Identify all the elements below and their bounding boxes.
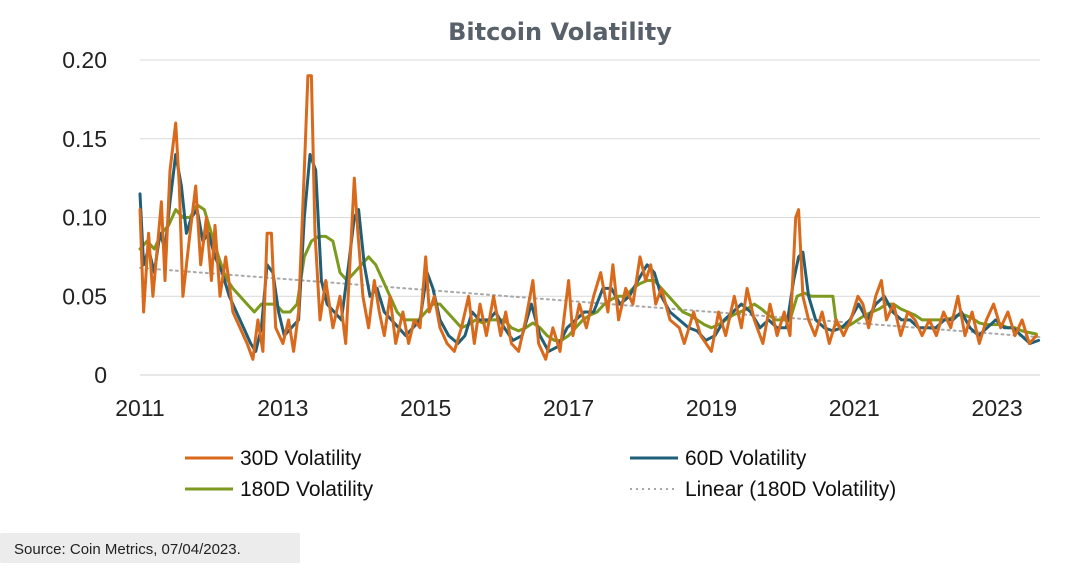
y-tick-label: 0.05 — [62, 283, 107, 309]
legend-label: 180D Volatility — [240, 478, 374, 501]
x-tick-label: 2017 — [543, 395, 594, 421]
legend-label: Linear (180D Volatility) — [685, 478, 896, 501]
x-tick-label: 2023 — [972, 395, 1023, 421]
plot-area — [138, 74, 1041, 361]
source-box — [0, 533, 300, 563]
y-tick-label: 0 — [94, 362, 107, 388]
x-tick-label: 2019 — [686, 395, 737, 421]
series-line-linear-180d-volatility — [139, 266, 1041, 339]
legend: 30D Volatility 60D Volatility 180D Volatil… — [185, 447, 896, 501]
source-note: Source: Coin Metrics, 07/04/2023. — [14, 541, 241, 558]
x-axis-ticks: 2011 2013 2015 2017 2019 2021 2023 — [115, 395, 1022, 421]
y-tick-label: 0.10 — [62, 205, 107, 231]
y-tick-label: 0.15 — [62, 126, 107, 152]
chart-title: Bitcoin Volatility — [448, 18, 672, 46]
legend-label: 60D Volatility — [685, 447, 807, 470]
x-tick-label: 2021 — [829, 395, 880, 421]
x-tick-label: 2011 — [115, 395, 164, 421]
x-tick-label: 2013 — [257, 395, 308, 421]
x-tick-label: 2015 — [400, 395, 451, 421]
series-line-30d-volatility — [138, 74, 1038, 361]
legend-label: 30D Volatility — [240, 447, 362, 470]
y-axis-ticks: 0 0.05 0.10 0.15 0.20 — [62, 47, 107, 388]
grid — [140, 59, 1040, 297]
y-tick-label: 0.20 — [62, 47, 107, 73]
